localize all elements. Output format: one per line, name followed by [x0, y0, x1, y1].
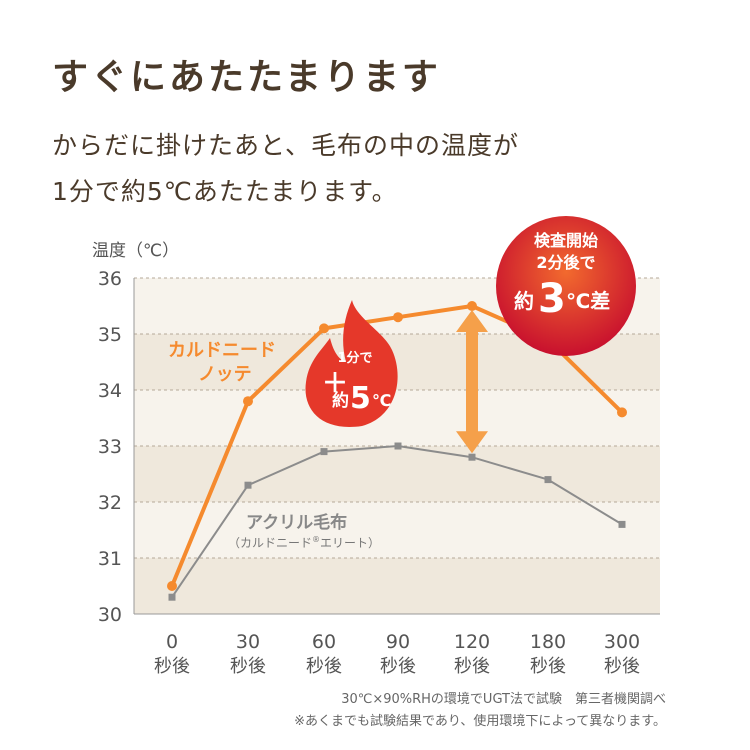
- series-point-orange: [467, 301, 477, 311]
- chart-band: [134, 502, 660, 558]
- badge-yaku: 約: [514, 289, 534, 313]
- flame-icon: [305, 300, 398, 427]
- badge-text-2: 2分後で: [536, 253, 595, 272]
- badge-text-1: 検査開始: [534, 231, 598, 250]
- difference-arrow: [456, 310, 488, 454]
- flame-plus: ＋: [322, 369, 348, 399]
- chart-band: [134, 446, 660, 502]
- x-tick-unit: 秒後: [530, 656, 566, 677]
- chart-axes: [133, 278, 660, 615]
- difference-arrow-shape: [456, 310, 488, 454]
- flame-unit: ℃: [372, 391, 391, 410]
- footnote-1: 30℃×90%RHの環境でUGT法で試験 第三者機関調べ: [341, 692, 666, 707]
- x-tick-value: 180: [530, 631, 566, 653]
- x-tick-value: 300: [604, 631, 640, 653]
- series-point-gray: [468, 453, 476, 461]
- x-tick-unit: 秒後: [306, 656, 342, 677]
- y-tick-label: 35: [98, 324, 122, 346]
- series-point-orange: [319, 323, 329, 334]
- x-tick-value: 120: [454, 631, 490, 653]
- y-tick-label: 36: [98, 268, 122, 290]
- subtitle-line-2: 1分で約5℃あたたまります。: [52, 177, 398, 206]
- x-tick-unit: 秒後: [380, 656, 416, 677]
- series-point-gray: [544, 476, 552, 484]
- flame-annotation: 1分で ＋ 約 5 ℃: [305, 300, 398, 427]
- y-tick-label: 33: [98, 436, 122, 458]
- series-point-orange: [617, 407, 627, 418]
- badge-unit: ℃差: [566, 289, 610, 313]
- y-tick-label: 30: [98, 604, 122, 626]
- series-label-gray-2: （カルドニード®エリート）: [228, 535, 380, 550]
- x-tick-value: 60: [312, 631, 336, 653]
- difference-badge: 検査開始 2分後で 約 3 ℃差: [496, 216, 636, 356]
- series-point-orange: [393, 312, 403, 323]
- x-tick-value: 30: [236, 631, 260, 653]
- series-point-gray: [320, 448, 328, 456]
- x-tick-value: 0: [166, 631, 178, 653]
- chart-band: [134, 558, 660, 614]
- x-tick-labels: 0 秒後 30 秒後 60 秒後 90 秒後 120 秒後 180 秒後 300 秒後: [154, 631, 640, 677]
- x-tick-unit: 秒後: [230, 656, 266, 677]
- flame-text-1: 1分で: [337, 350, 372, 366]
- x-tick-unit: 秒後: [454, 656, 490, 677]
- series-label-gray-1: アクリル毛布: [246, 512, 347, 533]
- flame-number: 5: [350, 381, 371, 416]
- y-tick-label: 32: [98, 492, 122, 514]
- series-point-gray: [618, 520, 626, 528]
- series-point-gray: [168, 593, 176, 601]
- series-point-gray: [394, 442, 402, 450]
- y-tick-label: 31: [98, 548, 122, 570]
- badge-number: 3: [538, 276, 566, 322]
- series-point-orange: [243, 396, 253, 407]
- footnote-2: ※あくまでも試験結果であり、使用環境下によって異なります。: [294, 714, 666, 729]
- series-point-gray: [244, 481, 252, 489]
- x-tick-unit: 秒後: [604, 656, 640, 677]
- flame-yaku: 約: [332, 390, 349, 411]
- x-tick-value: 90: [386, 631, 410, 653]
- chart-band: [134, 390, 660, 446]
- y-tick-labels: 30 31 32 33 34 35 36: [98, 268, 122, 626]
- registered-mark: ®: [312, 535, 320, 544]
- y-tick-label: 34: [98, 380, 122, 402]
- series-label-gray-2b: エリート）: [320, 536, 380, 550]
- series-label-orange-1: カルドニード: [168, 340, 276, 361]
- x-tick-unit: 秒後: [154, 656, 190, 677]
- series-label-orange-2: ノッテ: [198, 364, 252, 385]
- badge-circle: [496, 216, 636, 356]
- subtitle-line-1: からだに掛けたあと、毛布の中の温度が: [52, 131, 520, 160]
- page-title: すぐにあたたまります: [52, 57, 441, 98]
- series-point-orange: [167, 581, 177, 591]
- y-axis-label: 温度（℃）: [92, 241, 179, 261]
- series-label-gray-2a: （カルドニード: [228, 536, 312, 550]
